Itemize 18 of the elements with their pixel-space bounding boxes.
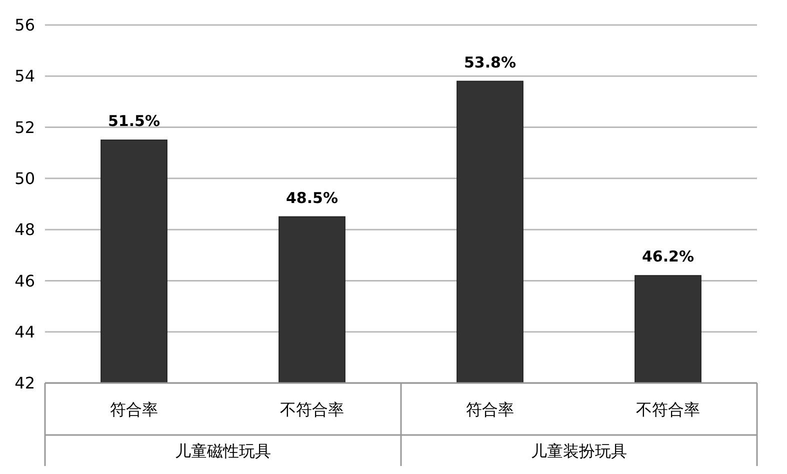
x-tick-label: 不符合率 [636,400,700,419]
y-tick-label: 44 [14,322,35,342]
data-label: 46.2% [642,248,694,266]
y-tick-label: 56 [14,16,35,35]
data-label: 53.8% [464,53,516,72]
data-label: 48.5% [286,188,338,207]
x-tick-label: 不符合率 [280,400,344,419]
y-tick-label: 46 [14,271,35,290]
y-tick-label: 50 [14,169,35,188]
y-tick-label: 48 [14,220,35,240]
text: 儿童磁性玩具 [175,442,271,461]
y-tick-label: 54 [14,66,35,86]
x-tick-label: 符合率 [110,400,158,419]
text: 儿童装扮玩具 [531,442,627,461]
data-label: 51.5% [108,112,160,130]
y-tick-label: 42 [14,374,35,393]
y-tick-label: 52 [14,118,35,137]
x-tick-label: 符合率 [466,400,514,419]
